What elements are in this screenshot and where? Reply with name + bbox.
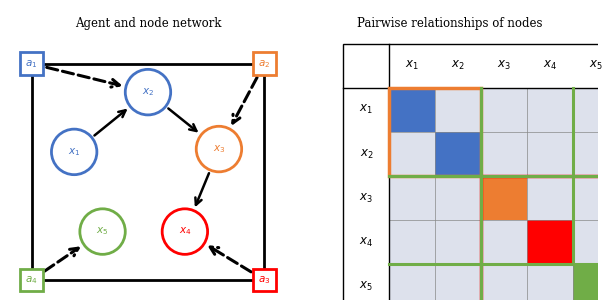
- Circle shape: [162, 209, 208, 254]
- Bar: [390, 264, 435, 306]
- Text: $x_{4}$: $x_{4}$: [179, 226, 191, 237]
- Text: $x_{5}$: $x_{5}$: [589, 59, 603, 72]
- Text: $x_{3}$: $x_{3}$: [213, 143, 225, 155]
- Bar: [390, 176, 435, 220]
- Bar: [435, 220, 481, 264]
- Text: $a_{1}$: $a_{1}$: [25, 58, 38, 69]
- Bar: [481, 176, 604, 306]
- Bar: [527, 176, 573, 220]
- Bar: [390, 88, 435, 132]
- Bar: [390, 88, 481, 176]
- Bar: [20, 52, 43, 75]
- Circle shape: [125, 69, 171, 115]
- Circle shape: [80, 209, 125, 254]
- Bar: [481, 132, 527, 176]
- Text: $x_{4}$: $x_{4}$: [359, 236, 373, 249]
- Bar: [253, 269, 275, 291]
- Text: $a_{4}$: $a_{4}$: [25, 274, 38, 286]
- Bar: [573, 88, 604, 132]
- Bar: [573, 264, 604, 306]
- Text: $a_{2}$: $a_{2}$: [259, 58, 271, 69]
- Bar: [573, 176, 604, 220]
- Text: Agent and node network: Agent and node network: [75, 17, 221, 30]
- Bar: [527, 264, 573, 306]
- Bar: [435, 264, 481, 306]
- Text: $x_{5}$: $x_{5}$: [359, 280, 373, 293]
- Bar: [481, 264, 527, 306]
- Text: $x_{4}$: $x_{4}$: [543, 59, 557, 72]
- Bar: [435, 88, 481, 132]
- Text: $x_{3}$: $x_{3}$: [359, 192, 373, 205]
- Text: $x_{2}$: $x_{2}$: [142, 86, 154, 98]
- Bar: [527, 132, 573, 176]
- Bar: [573, 220, 604, 264]
- Bar: [481, 176, 527, 220]
- Text: $x_{5}$: $x_{5}$: [97, 226, 109, 237]
- Text: $x_{1}$: $x_{1}$: [68, 146, 80, 158]
- Bar: [20, 269, 43, 291]
- Bar: [481, 88, 527, 132]
- Bar: [253, 52, 275, 75]
- Bar: [481, 220, 527, 264]
- Bar: [527, 220, 573, 264]
- Bar: [390, 132, 435, 176]
- Bar: [527, 88, 573, 132]
- Text: $x_{2}$: $x_{2}$: [451, 59, 465, 72]
- Circle shape: [196, 126, 242, 172]
- Text: $x_{2}$: $x_{2}$: [359, 147, 373, 161]
- Text: $x_{1}$: $x_{1}$: [405, 59, 419, 72]
- Text: $x_{1}$: $x_{1}$: [359, 103, 373, 117]
- Bar: [390, 220, 435, 264]
- Bar: [573, 132, 604, 176]
- Text: Pairwise relationships of nodes: Pairwise relationships of nodes: [357, 17, 543, 30]
- Text: $x_{3}$: $x_{3}$: [497, 59, 511, 72]
- Bar: [435, 176, 481, 220]
- Text: $a_{3}$: $a_{3}$: [258, 274, 271, 286]
- Circle shape: [51, 129, 97, 175]
- Bar: [435, 132, 481, 176]
